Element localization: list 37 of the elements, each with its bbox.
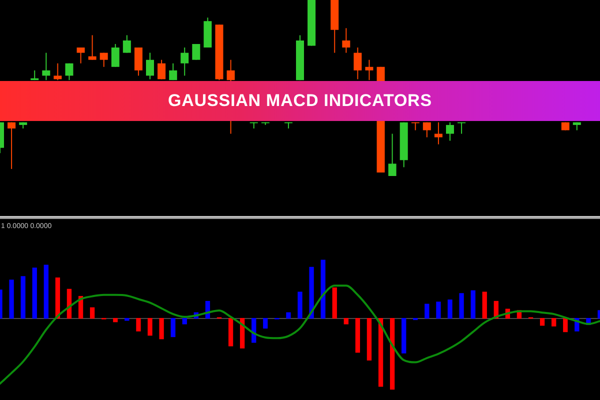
bar	[344, 318, 348, 324]
bar	[424, 304, 430, 319]
bar	[113, 318, 118, 322]
bar	[540, 318, 545, 326]
bar	[44, 264, 48, 319]
bar	[482, 292, 487, 319]
bar	[182, 318, 187, 324]
bar	[378, 318, 384, 387]
bar	[124, 318, 130, 321]
bar	[563, 318, 568, 332]
bar	[459, 293, 464, 319]
bar	[402, 318, 406, 354]
bar	[148, 318, 152, 336]
bar	[470, 290, 476, 319]
bar	[90, 307, 95, 319]
bar	[55, 278, 60, 319]
bar	[159, 318, 164, 340]
bar	[390, 318, 395, 390]
bar	[9, 280, 14, 319]
bar	[263, 318, 268, 329]
bar	[298, 292, 302, 319]
bar	[20, 276, 26, 319]
bar	[228, 318, 234, 346]
bar	[320, 260, 326, 319]
bar	[552, 318, 556, 326]
bar	[366, 318, 372, 361]
text: GAUSSIAN MACD INDICATORS	[168, 91, 432, 111]
bar	[32, 268, 37, 319]
bar	[136, 318, 141, 332]
bar	[355, 318, 360, 353]
bar	[413, 318, 418, 320]
bar	[448, 300, 452, 319]
bar	[332, 287, 337, 319]
bar	[286, 312, 291, 319]
bar	[170, 318, 176, 338]
bar	[309, 266, 314, 319]
bar	[436, 302, 441, 319]
